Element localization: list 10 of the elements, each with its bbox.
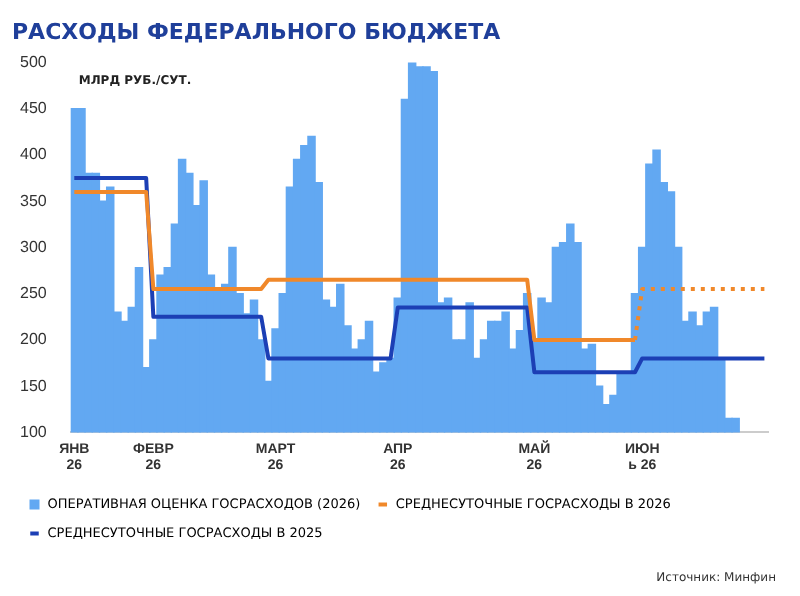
y-tick-label: 400: [19, 145, 48, 164]
y-tick-label: 300: [19, 237, 48, 256]
y-tick-label: 450: [19, 99, 48, 118]
y-tick-label: 500: [19, 52, 48, 71]
chart-title: РАСХОДЫ ФЕДЕРАЛЬНОГО БЮДЖЕТА: [12, 18, 502, 45]
y-tick-label: 150: [19, 376, 48, 395]
y-tick-label: 100: [19, 422, 48, 441]
y-tick-label: 350: [19, 191, 48, 210]
y-tick-label: 200: [19, 330, 48, 349]
y-tick-label: 250: [19, 284, 48, 303]
